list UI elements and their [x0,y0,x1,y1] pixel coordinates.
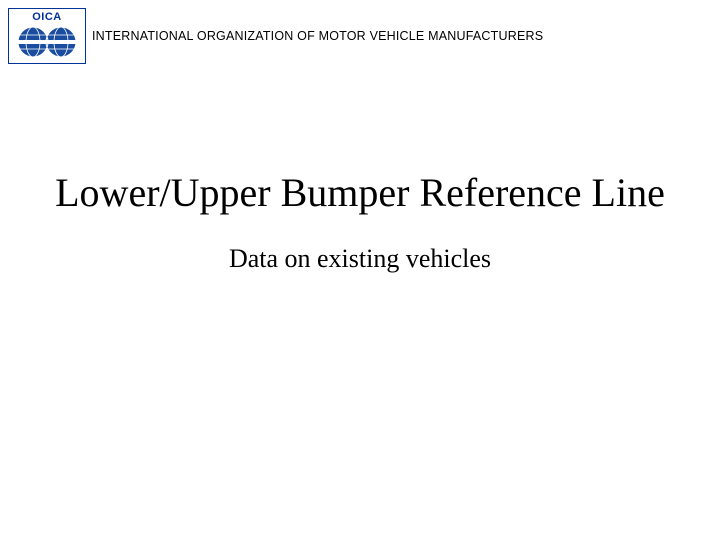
page-title: Lower/Upper Bumper Reference Line [0,170,720,216]
oica-logo: OICA [8,8,86,64]
oica-globe-icon [13,25,81,59]
page-subtitle: Data on existing vehicles [0,244,720,274]
logo-label: OICA [32,11,62,23]
title-block: Lower/Upper Bumper Reference Line Data o… [0,170,720,274]
org-name: INTERNATIONAL ORGANIZATION OF MOTOR VEHI… [92,29,543,43]
header-bar: OICA INTERNATIONAL ORGANIZATION OF MOTOR… [0,0,720,64]
